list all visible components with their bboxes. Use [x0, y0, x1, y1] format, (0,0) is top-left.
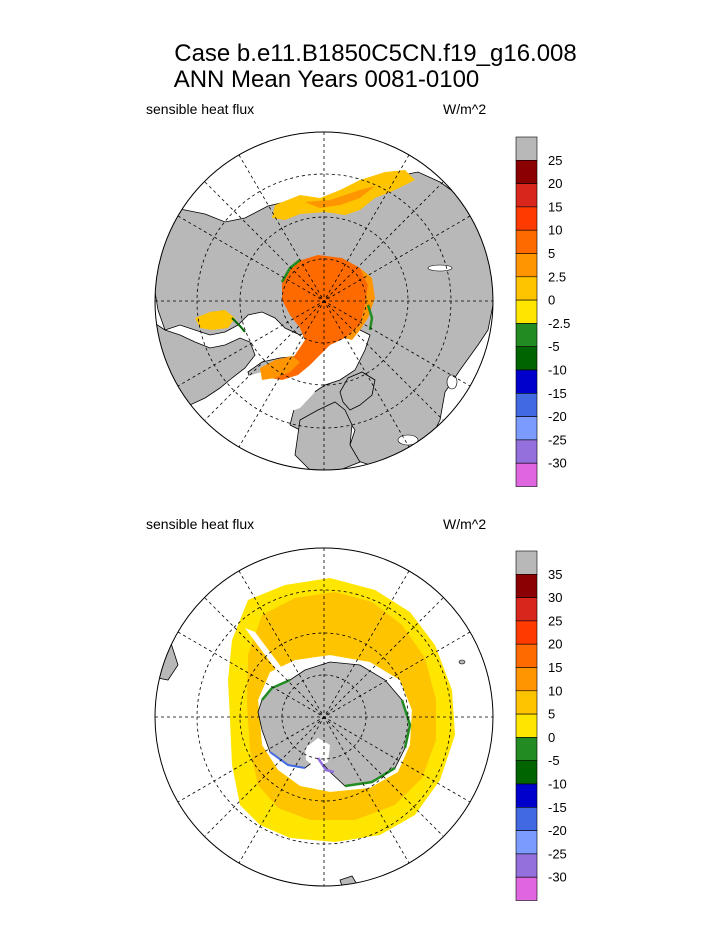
north-coast-green-3 [231, 317, 246, 333]
north-colorbar-tick-label: -2.5 [548, 316, 570, 331]
south-colorbar-tick-label: -25 [548, 846, 567, 861]
south-colorbar-tick-label: -15 [548, 800, 567, 815]
south-colorbar-swatch [515, 667, 538, 692]
north-colorbar-swatch [515, 276, 538, 301]
north-colorbar-swatch [515, 346, 538, 371]
north-baffin-flux [195, 310, 235, 330]
south-ocean-flux-inner [247, 592, 436, 820]
south-colorbar-swatch [515, 713, 538, 738]
north-colorbar-tick-label: 25 [548, 153, 562, 168]
north-colorbar-swatch [515, 323, 538, 347]
north-coast-green-2 [366, 304, 374, 331]
south-colorbar-swatch [515, 573, 538, 598]
north-colorbar-tick-label: 15 [548, 199, 562, 214]
north-flux-edge-orange [345, 268, 375, 340]
north-colorbar-tick-label: 0 [548, 293, 555, 308]
south-colorbar-tick-label: 0 [548, 730, 555, 745]
north-colorbar-swatch [515, 369, 538, 394]
south-nodata-streak [245, 628, 285, 675]
north-colorbar-swatch [515, 229, 538, 254]
south-island [458, 659, 466, 665]
south-polar-map [154, 547, 494, 887]
south-colorbar-tick-label: 25 [548, 613, 562, 628]
north-polar-map [154, 131, 494, 471]
north-colorbar-tick-label: -30 [548, 456, 567, 471]
south-colorbar-tick-label: 15 [548, 660, 562, 675]
south-colorbar-tick-label: 5 [548, 707, 555, 722]
north-colorbar-swatch [515, 416, 538, 441]
north-nodata-region [225, 368, 315, 430]
north-barents-flux [272, 170, 415, 220]
south-colorbar-tick-label: -30 [548, 870, 567, 885]
north-colorbar-tick-label: 10 [548, 223, 562, 238]
south-colorbar-tick-label: 30 [548, 590, 562, 605]
north-colorbar-tick-label: -10 [548, 363, 567, 378]
north-colorbar-swatch [515, 299, 538, 324]
south-colorbar-swatch [515, 737, 538, 762]
north-colorbar-swatch [515, 462, 538, 487]
south-land-africa [437, 849, 481, 886]
north-variable-label: sensible heat flux [146, 101, 255, 117]
south-colorbar-tick-label: 35 [548, 567, 562, 582]
south-colorbar-tick-label: -20 [548, 823, 567, 838]
north-lake-1 [427, 264, 453, 272]
south-colorbar-swatch [515, 806, 538, 831]
north-colorbar-tick-label: -15 [548, 386, 567, 401]
south-colorbar-swatch [515, 550, 538, 575]
north-barents-flux-inner [305, 186, 375, 208]
south-units-label: W/m^2 [443, 516, 487, 532]
south-graticule [155, 548, 493, 886]
north-graticule [155, 132, 493, 470]
north-land-europe [294, 401, 361, 470]
south-variable-label: sensible heat flux [146, 516, 255, 532]
north-colorbar-swatch [515, 183, 538, 208]
south-colorbar-swatch [515, 760, 538, 785]
north-colorbar-swatch [515, 439, 538, 464]
south-colorbar-swatch [515, 620, 538, 645]
north-lake-3 [446, 374, 458, 390]
south-colorbar: 35 30 25 20 15 10 5 0 -5 -10 -15 -20 -25 -30 [515, 550, 567, 901]
south-colorbar-swatch [515, 597, 538, 622]
north-bering-flux [260, 356, 300, 380]
north-colorbar-tick-label: 5 [548, 246, 555, 261]
south-colorbar-tick-label: 10 [548, 683, 562, 698]
south-colorbar-swatch [515, 783, 538, 808]
south-colorbar-swatch [515, 643, 538, 668]
north-colorbar-swatch [515, 253, 538, 278]
south-colorbar-swatch [515, 853, 538, 878]
chart-title-line-2: ANN Mean Years 0081-0100 [173, 66, 480, 93]
south-colorbar-tick-label: 20 [548, 637, 562, 652]
north-colorbar-tick-label: -20 [548, 409, 567, 424]
north-colorbar-tick-label: 2.5 [548, 269, 566, 284]
south-coast-blue [269, 751, 306, 769]
south-colorbar-swatch [515, 830, 538, 855]
north-colorbar-tick-label: -25 [548, 432, 567, 447]
north-colorbar-tick-label: -5 [548, 339, 560, 354]
north-colorbar-swatch [515, 206, 538, 231]
north-colorbar-swatch [515, 136, 538, 161]
north-colorbar-swatch [515, 392, 538, 417]
north-colorbar: 25 20 15 10 5 2.5 0 -2.5 -5 -10 -15 -20 -25 -30 [515, 136, 570, 487]
south-coast-purple [316, 757, 335, 774]
south-colorbar-swatch [515, 876, 538, 901]
north-land-scandinavia [339, 371, 376, 411]
chart-title-line-1: Case b.e11.B1850C5CN.f19_g16.008 [174, 40, 577, 67]
south-colorbar-tick-label: -10 [548, 777, 567, 792]
south-colorbar-tick-label: -5 [548, 753, 560, 768]
north-units-label: W/m^2 [443, 101, 487, 117]
north-map-border [154, 131, 494, 471]
north-lake-2 [397, 434, 419, 446]
north-colorbar-tick-label: 20 [548, 176, 562, 191]
south-map-border [154, 547, 494, 887]
south-colorbar-swatch [515, 690, 538, 715]
north-colorbar-swatch [515, 160, 538, 184]
north-coast-green-1 [280, 259, 301, 283]
north-arctic-flux [270, 255, 368, 380]
